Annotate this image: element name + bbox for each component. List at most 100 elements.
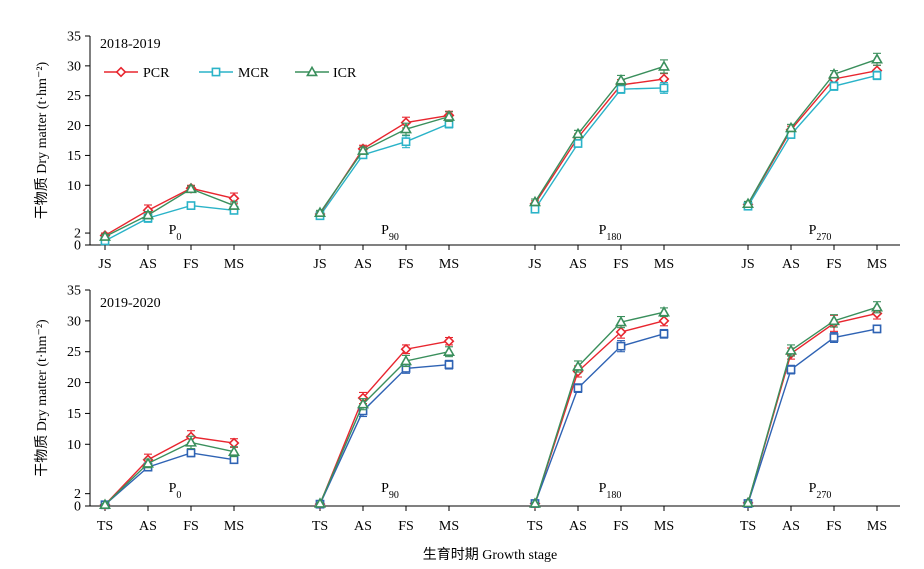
data-point	[658, 306, 670, 317]
data-point	[616, 341, 626, 351]
data-point	[786, 365, 796, 375]
x-tick-label: TS	[740, 519, 756, 534]
series-icr	[99, 301, 883, 510]
series-line	[747, 58, 878, 205]
group-label-letter: P	[169, 223, 177, 238]
data-point	[306, 65, 318, 77]
y-tick-label: 10	[67, 179, 81, 194]
group-label: P90	[381, 481, 399, 501]
data-point	[871, 308, 883, 319]
x-tick-label: FS	[826, 257, 842, 272]
group-label-letter: P	[381, 223, 389, 238]
series-line	[319, 363, 450, 505]
series-line	[747, 328, 878, 504]
x-tick-label: FS	[183, 519, 199, 534]
data-point	[828, 314, 840, 326]
data-point	[444, 360, 454, 370]
y-tick-label: 2	[74, 227, 81, 242]
data-point	[142, 208, 154, 220]
data-point	[443, 335, 455, 347]
data-point	[400, 354, 412, 366]
series-line	[104, 436, 235, 506]
data-point	[314, 497, 326, 508]
group-label: P0	[169, 481, 182, 501]
x-tick-label: TS	[527, 519, 543, 534]
group-label-subscript: 0	[176, 232, 181, 243]
x-axis-title: 生育时期 Growth stage	[423, 547, 558, 563]
data-point	[443, 345, 455, 356]
group-label: P180	[599, 481, 622, 501]
data-point	[115, 66, 127, 78]
x-tick-label: AS	[354, 519, 372, 534]
series-mcr	[100, 70, 882, 246]
x-tick-label: AS	[139, 257, 157, 272]
legend-label: PCR	[143, 66, 170, 81]
x-tick-label: AS	[782, 257, 800, 272]
series-line	[534, 65, 665, 203]
y-tick-label: 35	[67, 284, 81, 299]
data-point	[829, 81, 839, 91]
legend-label: ICR	[333, 66, 357, 81]
data-point	[400, 343, 412, 355]
series-mcr	[100, 324, 882, 510]
data-point	[658, 60, 670, 71]
data-point	[742, 496, 754, 508]
x-tick-label: MS	[867, 257, 887, 272]
data-point	[211, 67, 221, 77]
series-line	[534, 311, 665, 504]
series-line	[319, 340, 450, 505]
x-tick-label: JS	[313, 257, 326, 272]
data-point	[228, 445, 240, 456]
data-point	[357, 144, 369, 155]
x-tick-label: AS	[354, 257, 372, 272]
group-label-subscript: 180	[606, 232, 621, 243]
series-line	[747, 74, 878, 207]
x-tick-label: AS	[569, 257, 587, 272]
x-tick-label: FS	[613, 519, 629, 534]
data-point	[659, 83, 669, 93]
data-point	[615, 315, 627, 327]
group-label-letter: P	[809, 481, 817, 496]
data-point	[829, 333, 839, 342]
x-tick-label: MS	[224, 519, 244, 534]
group-label-subscript: 90	[389, 232, 399, 243]
y-tick-label: 35	[67, 30, 81, 45]
data-point	[229, 455, 239, 465]
x-tick-label: TS	[312, 519, 328, 534]
series-line	[104, 188, 235, 238]
data-point	[530, 204, 540, 214]
y-tick-label: 15	[67, 149, 81, 164]
data-point	[573, 139, 583, 148]
x-tick-label: AS	[139, 519, 157, 534]
series-line	[319, 115, 450, 214]
legend-item-mcr: MCR	[199, 66, 270, 81]
data-point	[186, 201, 196, 210]
y-axis-title: 干物质 Dry matter (t·hm⁻²)	[34, 319, 50, 477]
series-line	[104, 452, 235, 506]
legend: PCR MCR ICR	[104, 65, 357, 81]
data-point	[185, 182, 197, 194]
series-line	[319, 351, 450, 504]
x-tick-label: FS	[183, 257, 199, 272]
x-tick-label: AS	[782, 519, 800, 534]
group-label: P270	[809, 223, 832, 243]
data-point	[573, 383, 583, 393]
x-tick-label: AS	[569, 519, 587, 534]
x-tick-label: FS	[826, 519, 842, 534]
series-line	[319, 123, 450, 217]
group-label-letter: P	[381, 481, 389, 496]
series-line	[534, 87, 665, 210]
group-label: P180	[599, 223, 622, 243]
series-line	[319, 114, 450, 215]
group-label: P90	[381, 223, 399, 243]
data-point	[314, 206, 326, 218]
data-point	[186, 448, 196, 458]
data-point	[615, 73, 627, 85]
x-tick-label: JS	[98, 257, 111, 272]
group-label-subscript: 270	[816, 490, 831, 501]
group-label: P270	[809, 481, 832, 501]
group-label-subscript: 0	[176, 490, 181, 501]
series-line	[104, 441, 235, 506]
x-tick-label: MS	[439, 257, 459, 272]
